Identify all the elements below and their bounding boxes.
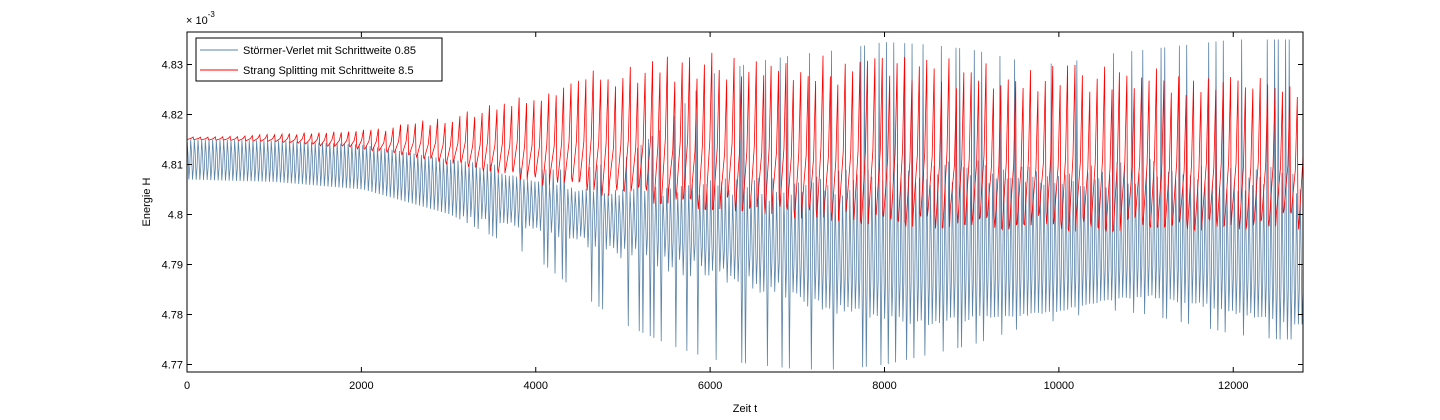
y-tick-label: 4.8 <box>168 210 183 222</box>
x-tick-label: 6000 <box>698 380 722 392</box>
x-tick-label: 8000 <box>872 380 896 392</box>
y-axis: 4.77 4.78 4.79 4.8 4.81 4.82 4.83 <box>162 60 1303 372</box>
y-tick-label: 4.83 <box>162 60 183 72</box>
y-tick-label: 4.77 <box>162 360 183 372</box>
legend-box <box>195 37 443 82</box>
y-tick-label: 4.81 <box>162 160 183 172</box>
y-exponent-base: × 10 <box>186 15 208 27</box>
y-exponent-power: -3 <box>208 10 216 19</box>
y-tick-label: 4.79 <box>162 260 183 272</box>
series-line-stoermer-verlet <box>187 39 1303 370</box>
x-tick-label: 2000 <box>349 380 373 392</box>
x-axis-label: Zeit t <box>733 403 757 415</box>
y-tick-label: 4.82 <box>162 110 183 122</box>
x-tick-label: 10000 <box>1044 380 1075 392</box>
x-tick-label: 0 <box>184 380 190 392</box>
x-tick-label: 4000 <box>524 380 548 392</box>
legend-label-series-1: Störmer-Verlet mit Schrittweite 0.85 <box>243 45 416 57</box>
y-axis-label: Energie H <box>141 177 153 226</box>
y-exponent-label: × 10-3 <box>186 10 215 27</box>
series-line-strang-splitting <box>187 52 1303 233</box>
plot-frame <box>186 31 1304 373</box>
legend: Störmer-Verlet mit Schrittweite 0.85 Str… <box>195 37 443 82</box>
x-axis: 0 2000 4000 6000 8000 10000 12000 <box>184 32 1249 392</box>
series-layer <box>187 39 1303 370</box>
legend-label-series-2: Strang Splitting mit Schrittweite 8.5 <box>243 65 414 77</box>
y-tick-label: 4.78 <box>162 310 183 322</box>
x-tick-label: 12000 <box>1218 380 1249 392</box>
